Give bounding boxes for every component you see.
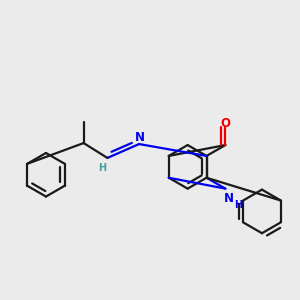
Text: H: H xyxy=(98,163,106,173)
Text: N: N xyxy=(135,130,145,144)
Text: O: O xyxy=(220,117,230,130)
Text: H: H xyxy=(234,200,242,211)
Text: N: N xyxy=(224,192,234,205)
